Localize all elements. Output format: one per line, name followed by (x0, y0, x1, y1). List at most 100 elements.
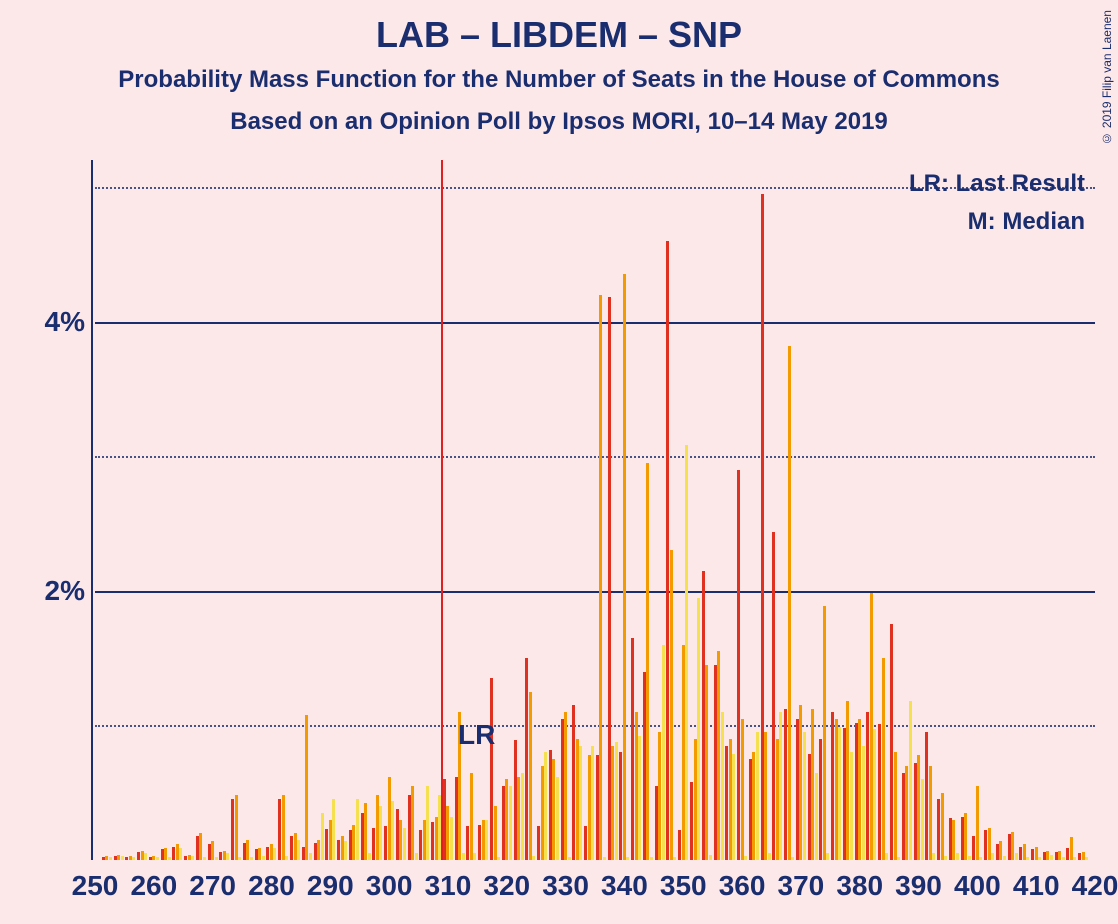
bar-yellow (673, 857, 676, 860)
gridline (95, 322, 1095, 324)
bar-orange (364, 803, 367, 860)
bar-yellow (1062, 857, 1065, 860)
bar-yellow (744, 856, 747, 860)
bar-yellow (226, 853, 229, 860)
bar-yellow (638, 736, 641, 860)
bar-yellow (285, 856, 288, 860)
last-result-line (441, 160, 443, 860)
y-tick-label: 4% (45, 306, 85, 338)
bar-yellow (391, 801, 394, 860)
x-tick-label: 250 (72, 870, 119, 902)
bar-yellow (321, 813, 324, 860)
bar-yellow (297, 840, 300, 860)
bar-orange (235, 795, 238, 860)
bar-yellow (473, 853, 476, 860)
bar-yellow (250, 857, 253, 860)
plot-area: 2%4%250260270280290300310320330340350360… (95, 160, 1095, 860)
bar-yellow (885, 853, 888, 860)
bar-yellow (203, 857, 206, 860)
bar-yellow (921, 779, 924, 860)
bar-orange (470, 773, 473, 861)
bar-yellow (415, 853, 418, 860)
bar-yellow (909, 701, 912, 860)
x-tick-label: 410 (1013, 870, 1060, 902)
bar-yellow (426, 786, 429, 860)
bar-yellow (273, 848, 276, 860)
bar-yellow (779, 712, 782, 860)
bar-orange (564, 712, 567, 860)
x-tick-label: 290 (307, 870, 354, 902)
bar-orange (741, 719, 744, 860)
bar-yellow (1003, 856, 1006, 860)
x-tick-label: 400 (954, 870, 1001, 902)
bar-yellow (568, 857, 571, 860)
bar-yellow (168, 857, 171, 860)
x-tick-label: 380 (836, 870, 883, 902)
bar-yellow (485, 820, 488, 860)
bar-yellow (215, 857, 218, 860)
legend-lr: LR: Last Result (909, 170, 1085, 198)
last-result-annotation: LR (458, 719, 495, 751)
bar-yellow (179, 848, 182, 860)
copyright-label: © 2019 Filip van Laenen (1100, 10, 1114, 145)
bar-yellow (450, 817, 453, 860)
bar-yellow (332, 799, 335, 860)
bar-orange (823, 606, 826, 860)
bar-yellow (956, 853, 959, 860)
bar-orange (882, 658, 885, 860)
bar-orange (282, 795, 285, 860)
bar-yellow (1038, 857, 1041, 860)
bar-yellow (509, 786, 512, 860)
bar-orange (623, 274, 626, 860)
bar-yellow (532, 856, 535, 860)
bar-orange (976, 786, 979, 860)
gridline-minor (95, 456, 1095, 458)
bar-yellow (579, 746, 582, 860)
bar-yellow (1085, 857, 1088, 860)
bar-yellow (662, 645, 665, 860)
bar-yellow (803, 732, 806, 860)
x-tick-label: 370 (778, 870, 825, 902)
bar-orange (411, 786, 414, 860)
bar-orange (705, 665, 708, 860)
bar-yellow (344, 841, 347, 860)
bar-yellow (862, 746, 865, 860)
bar-yellow (826, 853, 829, 860)
bar-yellow (521, 773, 524, 861)
bar-yellow (850, 752, 853, 860)
bar-yellow (368, 853, 371, 860)
bar-orange (788, 346, 791, 860)
bar-orange (529, 692, 532, 860)
bar-yellow (873, 729, 876, 860)
bar-yellow (144, 853, 147, 860)
bar-yellow (262, 856, 265, 860)
y-axis (91, 160, 93, 860)
bar-yellow (768, 853, 771, 860)
x-tick-label: 390 (895, 870, 942, 902)
bar-orange (670, 550, 673, 860)
bar-yellow (944, 856, 947, 860)
x-tick-label: 260 (130, 870, 177, 902)
x-tick-label: 310 (425, 870, 472, 902)
bar-yellow (697, 598, 700, 861)
bar-orange (964, 813, 967, 860)
bar-yellow (897, 857, 900, 860)
bar-yellow (379, 806, 382, 860)
bar-orange (764, 732, 767, 860)
x-tick-label: 270 (189, 870, 236, 902)
bar-yellow (1073, 857, 1076, 860)
y-tick-label: 2% (45, 575, 85, 607)
bar-yellow (1015, 853, 1018, 860)
bar-yellow (615, 742, 618, 860)
bar-yellow (932, 853, 935, 860)
bar-yellow (709, 855, 712, 860)
bar-yellow (815, 773, 818, 861)
pmf-chart: 2%4%250260270280290300310320330340350360… (95, 160, 1095, 860)
x-tick-label: 340 (601, 870, 648, 902)
gridline (95, 591, 1095, 593)
bar-yellow (791, 857, 794, 860)
bar-yellow (462, 853, 465, 860)
bar-yellow (238, 857, 241, 860)
bar-yellow (979, 857, 982, 860)
bar-orange (305, 715, 308, 860)
